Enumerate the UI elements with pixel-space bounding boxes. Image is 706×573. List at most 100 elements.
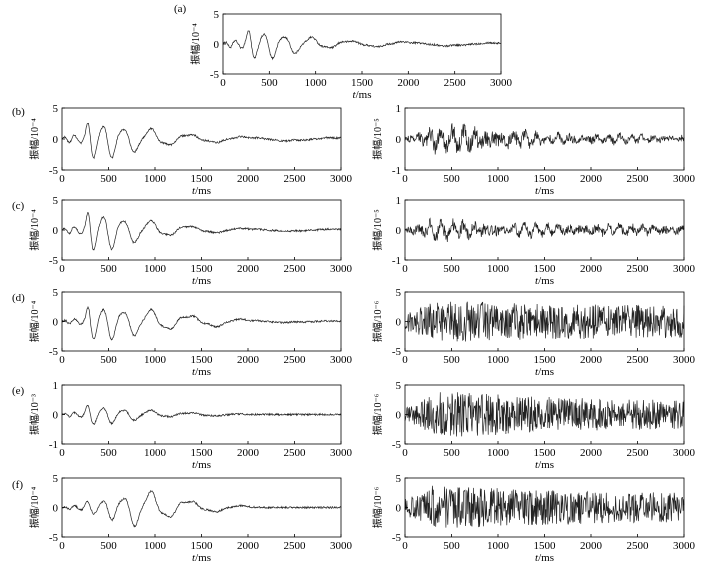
y-tick-label: -1 (392, 255, 401, 267)
y-tick-label: -5 (392, 439, 402, 451)
x-tick-label: 0 (59, 540, 65, 552)
y-tick-label: -5 (49, 255, 59, 267)
signal-trace (61, 404, 342, 426)
signal-trace (61, 122, 342, 160)
signal-trace (404, 301, 685, 342)
chart-f-left: (f)0 500 1000 1500 2000 2500 3000-505t/ms振幅/10… (12, 473, 353, 564)
x-tick-label: 0 (402, 354, 408, 366)
x-tick-label: 3000 (330, 354, 353, 366)
panel-label: (a) (174, 3, 187, 15)
y-tick-label: 5 (53, 103, 59, 115)
x-tick-label: 1500 (534, 447, 557, 459)
x-axis-label: t/ms (535, 552, 554, 564)
y-tick-label: 5 (396, 380, 402, 392)
y-tick-label: -5 (392, 346, 402, 358)
x-tick-label: 2000 (580, 540, 603, 552)
x-tick-label: 1500 (191, 263, 214, 275)
y-axis-label: 振幅/10⁻⁴ (28, 118, 41, 160)
x-tick-label: 2000 (237, 354, 260, 366)
panel-label: (c) (12, 200, 25, 212)
x-tick-label: 1500 (534, 540, 557, 552)
x-tick-label: 1500 (191, 354, 214, 366)
y-axis-label: 振幅/10⁻³ (28, 394, 41, 435)
x-tick-label: 1000 (305, 77, 328, 89)
x-tick-label: 1000 (487, 540, 510, 552)
y-axis-label: 振幅/10⁻⁵ (371, 209, 384, 251)
y-tick-label: 0 (53, 503, 59, 515)
x-tick-label: 0 (59, 447, 65, 459)
x-tick-label: 1000 (144, 540, 167, 552)
plot-frame (61, 477, 342, 538)
x-tick-label: 0 (402, 263, 408, 275)
y-tick-label: -5 (49, 532, 59, 544)
y-tick-label: 0 (53, 410, 59, 422)
y-tick-label: 0 (53, 225, 59, 237)
x-tick-label: 2000 (580, 173, 603, 185)
y-axis-label: 振幅/10⁻⁶ (371, 300, 384, 342)
chart-e-left: (e)0 500 1000 1500 2000 2500 3000-101t/ms振幅/10… (12, 380, 353, 471)
chart-c-left: (c)0 500 1000 1500 2000 2500 3000-505t/ms振幅/10… (12, 195, 353, 287)
y-tick-label: 5 (53, 195, 59, 207)
x-tick-label: 3000 (330, 540, 353, 552)
x-tick-label: 1500 (351, 77, 374, 89)
x-tick-label: 2000 (237, 173, 260, 185)
panel-label: (b) (12, 106, 25, 118)
x-tick-label: 3000 (673, 263, 696, 275)
x-axis-label: t/ms (535, 185, 554, 197)
signal-trace (61, 489, 342, 528)
x-tick-label: 2500 (627, 263, 650, 275)
x-tick-label: 2500 (444, 77, 467, 89)
y-axis-label: 振幅/10⁻⁴ (189, 23, 202, 65)
x-tick-label: 1000 (144, 354, 167, 366)
x-tick-label: 2000 (237, 447, 260, 459)
x-tick-label: 500 (100, 263, 117, 275)
plot-frame (61, 107, 342, 171)
y-tick-label: 0 (396, 225, 402, 237)
x-tick-label: 1500 (534, 173, 557, 185)
x-tick-label: 0 (59, 173, 65, 185)
y-tick-label: 0 (396, 410, 402, 422)
panel-label: (e) (12, 385, 25, 397)
x-tick-label: 1500 (534, 354, 557, 366)
x-tick-label: 2000 (237, 263, 260, 275)
x-tick-label: 2000 (580, 447, 603, 459)
x-tick-label: 1000 (487, 173, 510, 185)
x-axis-label: t/ms (192, 552, 211, 564)
y-tick-label: 0 (396, 503, 402, 515)
x-tick-label: 1500 (191, 540, 214, 552)
x-tick-label: 0 (402, 173, 408, 185)
x-tick-label: 1000 (144, 173, 167, 185)
x-axis-label: t/ms (535, 275, 554, 287)
x-tick-label: 2500 (284, 540, 307, 552)
x-axis-label: t/ms (192, 185, 211, 197)
x-axis-label: t/ms (192, 366, 211, 378)
x-tick-label: 2000 (237, 540, 260, 552)
x-tick-label: 2500 (284, 447, 307, 459)
x-axis-label: t/ms (192, 275, 211, 287)
panel-label: (d) (12, 292, 25, 304)
x-tick-label: 2500 (627, 447, 650, 459)
x-tick-label: 1500 (191, 447, 214, 459)
y-tick-label: -5 (210, 69, 220, 81)
x-tick-label: 500 (443, 173, 460, 185)
signal-trace (61, 306, 342, 341)
x-tick-label: 3000 (330, 263, 353, 275)
x-tick-label: 500 (443, 263, 460, 275)
y-axis-label: 振幅/10⁻⁶ (371, 486, 384, 528)
x-tick-label: 0 (402, 447, 408, 459)
y-axis-label: 振幅/10⁻⁶ (371, 393, 384, 435)
x-tick-label: 500 (443, 540, 460, 552)
x-axis-label: t/ms (192, 459, 211, 471)
x-tick-label: 2000 (580, 354, 603, 366)
x-tick-label: 3000 (330, 447, 353, 459)
y-tick-label: -5 (49, 165, 59, 177)
signal-trace (404, 123, 685, 155)
x-tick-label: 2000 (580, 263, 603, 275)
x-tick-label: 0 (59, 263, 65, 275)
panel-label: (f) (12, 479, 23, 491)
y-tick-label: 1 (396, 103, 402, 115)
